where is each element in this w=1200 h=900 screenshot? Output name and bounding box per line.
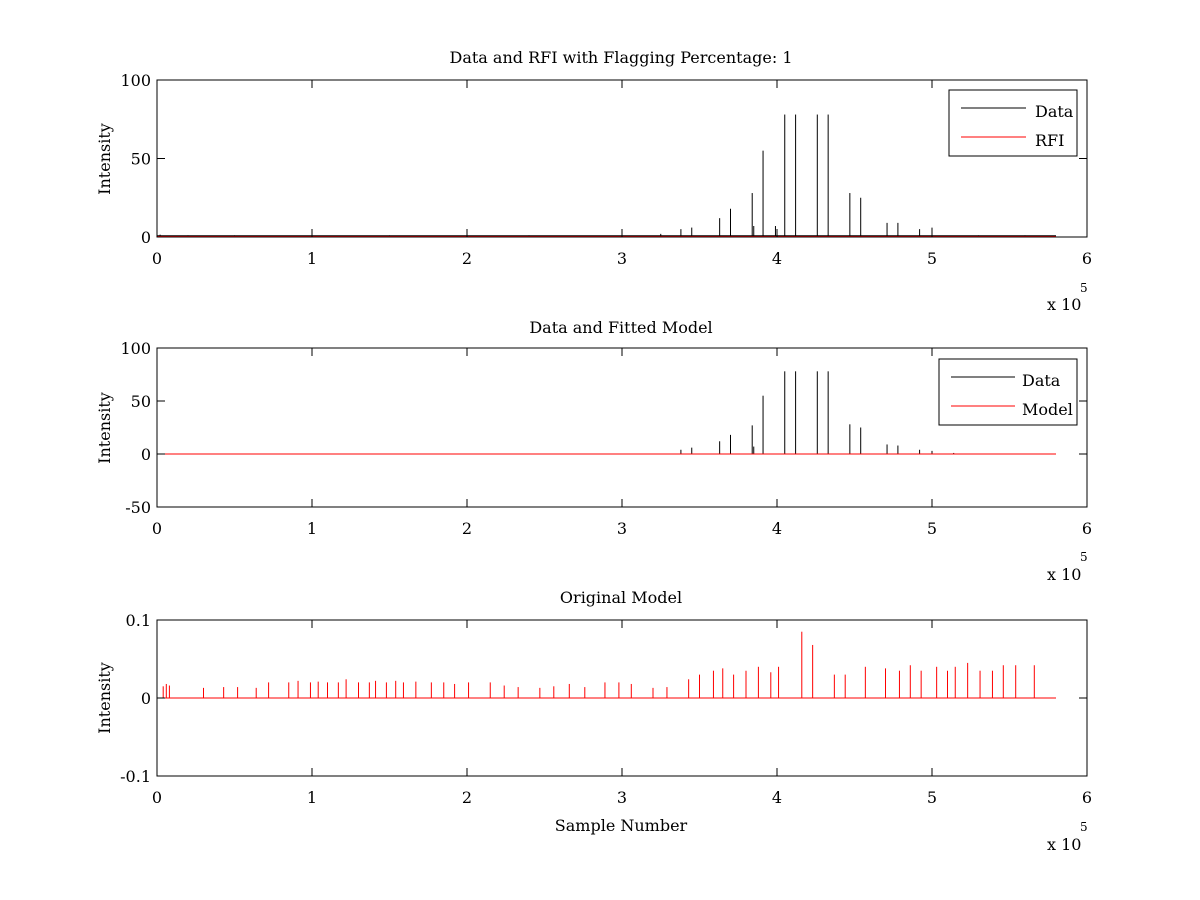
subplot-3-x-tick-label: 5 bbox=[927, 788, 937, 807]
subplot-2-title: Data and Fitted Model bbox=[529, 318, 712, 337]
subplot-1-legend-box bbox=[948, 89, 1078, 157]
subplot-1-x-tick-label: 5 bbox=[927, 249, 937, 268]
subplot-3-x-tick-label: 6 bbox=[1082, 788, 1092, 807]
subplot-2-legend: Data Model bbox=[938, 358, 1078, 426]
subplot-2-legend-box bbox=[938, 358, 1078, 426]
subplot-2-x-tick-label: 0 bbox=[152, 519, 162, 538]
subplot-3-x-tick-label: 2 bbox=[462, 788, 472, 807]
subplot-1-y-tick-label: 100 bbox=[120, 71, 151, 90]
subplot-2: Data and Fitted Model Intensity 0 1 2 3 4 5 6 -… bbox=[95, 318, 1092, 584]
subplot-2-y-tick-label: 0 bbox=[141, 445, 151, 464]
subplot-1-legend-data-label: Data bbox=[1035, 102, 1074, 121]
subplot-2-y-tick-label: 100 bbox=[120, 339, 151, 358]
subplot-2-legend-model-label: Model bbox=[1022, 400, 1073, 419]
subplot-3-ylabel: Intensity bbox=[95, 662, 114, 734]
subplot-3-title: Original Model bbox=[560, 588, 682, 607]
subplot-2-x-tick-label: 3 bbox=[617, 519, 627, 538]
subplot-1-x-tick-label: 3 bbox=[617, 249, 627, 268]
subplot-1-x-tick-label: 6 bbox=[1082, 249, 1092, 268]
subplot-3-series-1 bbox=[157, 631, 1056, 699]
subplot-1-x-tick-label: 2 bbox=[462, 249, 472, 268]
subplot-2-x-tick-label: 1 bbox=[307, 519, 317, 538]
subplot-3-y-tick-label: 0 bbox=[141, 689, 151, 708]
subplot-2-legend-data-label: Data bbox=[1022, 371, 1061, 390]
subplot-3-y-tick-label: 0.1 bbox=[126, 611, 151, 630]
subplot-2-x-tick-label: 6 bbox=[1082, 519, 1092, 538]
subplot-2-x-tick-label: 4 bbox=[772, 519, 782, 538]
subplot-2-x-exponent: 5 bbox=[1080, 550, 1088, 564]
subplot-1-x-tick-label: 0 bbox=[152, 249, 162, 268]
subplot-3-x-multiplier: x 10 bbox=[1047, 835, 1081, 854]
subplot-3: Original Model Intensity 0 1 2 3 4 5 6-0.100.1… bbox=[95, 588, 1092, 854]
subplot-1-x-tick-label: 4 bbox=[772, 249, 782, 268]
subplot-1: Data and RFI with Flagging Percentage: 1… bbox=[95, 48, 1092, 314]
subplot-3-x-tick-label: 0 bbox=[152, 788, 162, 807]
subplot-3-x-tick-label: 1 bbox=[307, 788, 317, 807]
subplot-3-y-tick-label: -0.1 bbox=[120, 767, 151, 786]
subplot-1-ylabel: Intensity bbox=[95, 123, 114, 195]
subplot-3-x-tick-label: 4 bbox=[772, 788, 782, 807]
subplot-3-x-tick-label: 3 bbox=[617, 788, 627, 807]
subplot-2-ylabel: Intensity bbox=[95, 392, 114, 464]
subplot-2-x-multiplier: x 10 bbox=[1047, 565, 1081, 584]
subplot-1-x-multiplier: x 10 bbox=[1047, 295, 1081, 314]
subplot-1-x-tick-label: 1 bbox=[307, 249, 317, 268]
subplot-3-x-exponent: 5 bbox=[1080, 820, 1088, 834]
subplot-1-legend: Data RFI bbox=[948, 89, 1078, 157]
subplot-3-xlabel: Sample Number bbox=[555, 816, 688, 835]
subplot-2-y-tick-label: 50 bbox=[131, 392, 151, 411]
subplot-1-x-exponent: 5 bbox=[1080, 281, 1088, 295]
subplot-1-legend-rfi-label: RFI bbox=[1035, 131, 1064, 150]
subplot-2-x-tick-label: 5 bbox=[927, 519, 937, 538]
subplot-2-y-tick-label: -50 bbox=[125, 498, 151, 517]
subplot-2-x-tick-label: 2 bbox=[462, 519, 472, 538]
subplot-1-title: Data and RFI with Flagging Percentage: 1 bbox=[449, 48, 792, 67]
subplot-1-y-tick-label: 50 bbox=[131, 150, 151, 169]
subplot-1-y-tick-label: 0 bbox=[141, 228, 151, 247]
subplot-3-plot-area: 0 1 2 3 4 5 6-0.100.1 bbox=[120, 611, 1092, 807]
subplot-1-plot-area: 0 1 2 3 4 5 6 0 50 100 bbox=[120, 71, 1092, 268]
